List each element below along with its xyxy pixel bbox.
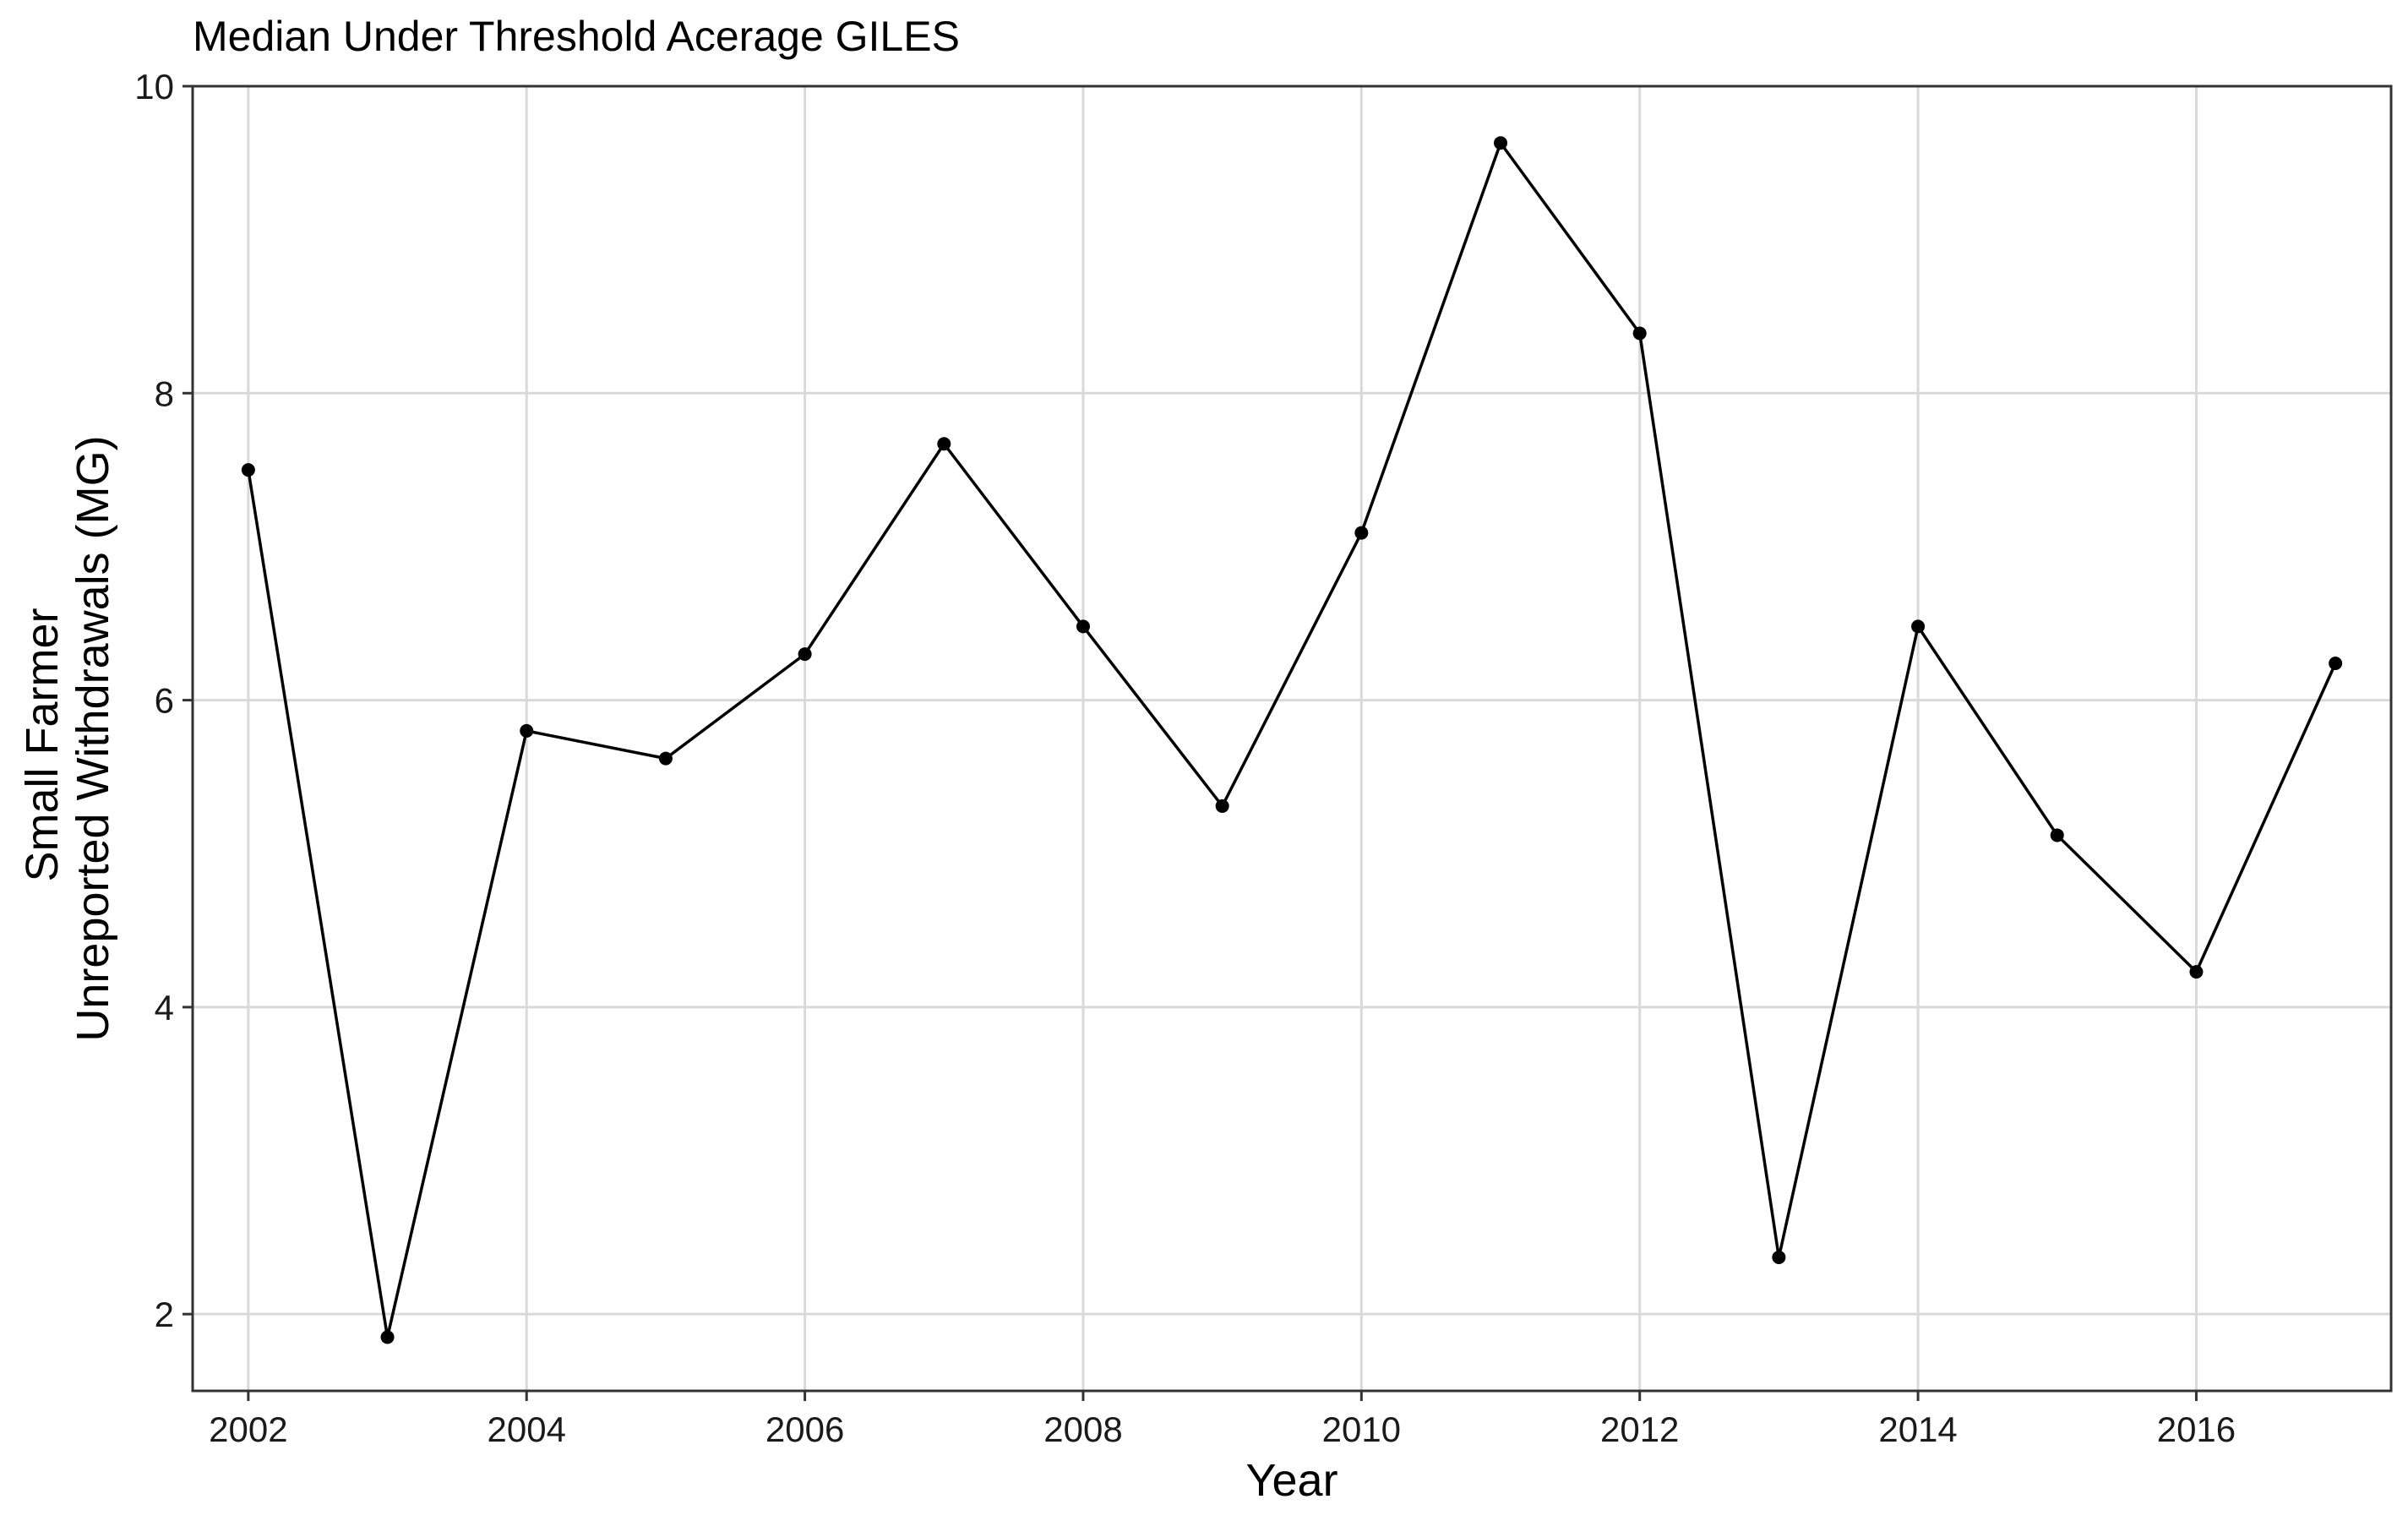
data-point xyxy=(1772,1250,1786,1264)
data-point xyxy=(2189,965,2204,979)
data-point xyxy=(1354,526,1369,540)
y-axis-title-line-1: Small Farmer xyxy=(17,608,68,881)
data-point xyxy=(798,647,812,662)
y-tick-label: 4 xyxy=(155,988,174,1028)
y-tick-label: 6 xyxy=(155,681,174,721)
x-tick-label: 2004 xyxy=(488,1409,566,1449)
y-tick-label: 2 xyxy=(155,1295,174,1334)
x-tick-label: 2010 xyxy=(1322,1409,1401,1449)
y-tick-label: 10 xyxy=(134,67,174,106)
x-tick-label: 2016 xyxy=(2157,1409,2236,1449)
x-tick-label: 2012 xyxy=(1600,1409,1679,1449)
data-point xyxy=(380,1330,395,1344)
data-point xyxy=(520,723,534,738)
data-point xyxy=(1215,799,1229,813)
data-point xyxy=(937,437,951,451)
data-series xyxy=(241,136,2343,1344)
plot-panel-border xyxy=(191,84,2393,1393)
x-tick-label: 2014 xyxy=(1878,1409,1957,1449)
data-point xyxy=(1494,136,1508,150)
grid xyxy=(193,84,2391,1391)
x-tick-label: 2002 xyxy=(209,1409,287,1449)
x-axis-title: Year xyxy=(1245,1455,1337,1506)
x-tick-label: 2008 xyxy=(1043,1409,1122,1449)
data-point xyxy=(2329,656,2343,670)
data-point xyxy=(2050,828,2064,842)
y-tick-label: 8 xyxy=(155,373,174,413)
y-axis-title: Small Farmer Unreported Withdrawals (MG) xyxy=(17,435,118,1041)
data-point xyxy=(658,751,673,766)
data-point xyxy=(1911,619,1926,634)
data-point xyxy=(1076,619,1090,634)
series-line xyxy=(247,139,2337,1338)
chart-title: Median Under Threshold Acerage GILES xyxy=(193,13,960,60)
y-axis: 2 4 6 8 10 xyxy=(134,67,193,1334)
x-tick-label: 2006 xyxy=(765,1409,844,1449)
x-axis: 2002 2004 2006 2008 2010 2012 2014 2016 xyxy=(209,1391,2236,1449)
y-axis-title-line-2: Unreported Withdrawals (MG) xyxy=(68,435,118,1041)
data-point xyxy=(241,463,255,477)
data-point xyxy=(1632,326,1647,341)
